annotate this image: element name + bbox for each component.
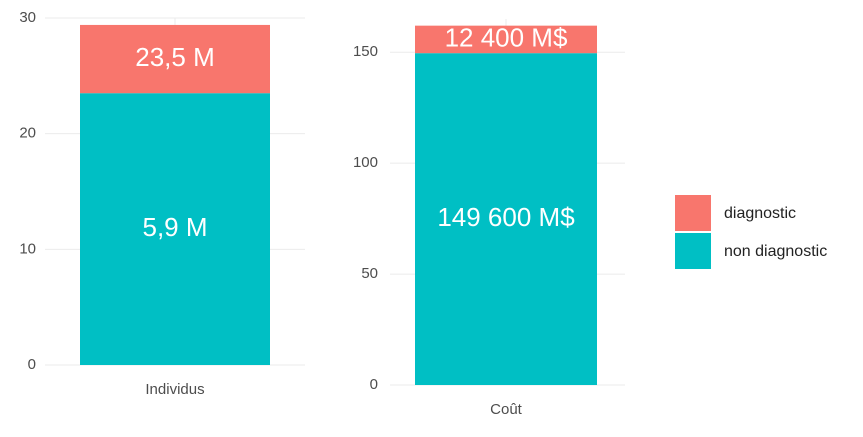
data-label: 149 600 M$ xyxy=(437,202,575,232)
legend-swatch xyxy=(675,233,711,269)
x-tick-label: Individus xyxy=(145,381,204,398)
y-tick-label: 20 xyxy=(19,125,36,142)
bar-segment xyxy=(415,53,597,385)
bar-segment xyxy=(415,25,597,54)
legend-swatch xyxy=(675,195,711,231)
bar-segment xyxy=(80,93,270,365)
bar-segment xyxy=(80,24,270,94)
y-tick-label: 0 xyxy=(28,356,36,373)
annotation: 23,5 M xyxy=(135,42,215,72)
y-tick-label: 10 xyxy=(19,240,36,257)
y-tick-label: 150 xyxy=(353,43,378,60)
y-tick-label: 100 xyxy=(353,154,378,171)
legend-label: diagnostic xyxy=(724,205,796,222)
x-tick-label: Coût xyxy=(490,401,523,418)
y-tick-label: 50 xyxy=(361,265,378,282)
y-tick-label: 30 xyxy=(19,9,36,26)
annotation: 5,9 M xyxy=(142,212,207,242)
data-label: 12 400 M$ xyxy=(445,22,568,52)
legend-label: non diagnostic xyxy=(724,243,827,260)
y-tick-label: 0 xyxy=(370,376,378,393)
